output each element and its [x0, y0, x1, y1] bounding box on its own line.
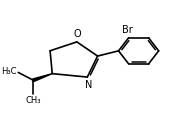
Text: O: O: [74, 29, 82, 39]
Text: Br: Br: [122, 25, 133, 35]
Text: N: N: [85, 80, 93, 90]
Text: CH₃: CH₃: [26, 96, 41, 105]
Polygon shape: [33, 74, 52, 81]
Text: H₃C: H₃C: [1, 67, 17, 76]
